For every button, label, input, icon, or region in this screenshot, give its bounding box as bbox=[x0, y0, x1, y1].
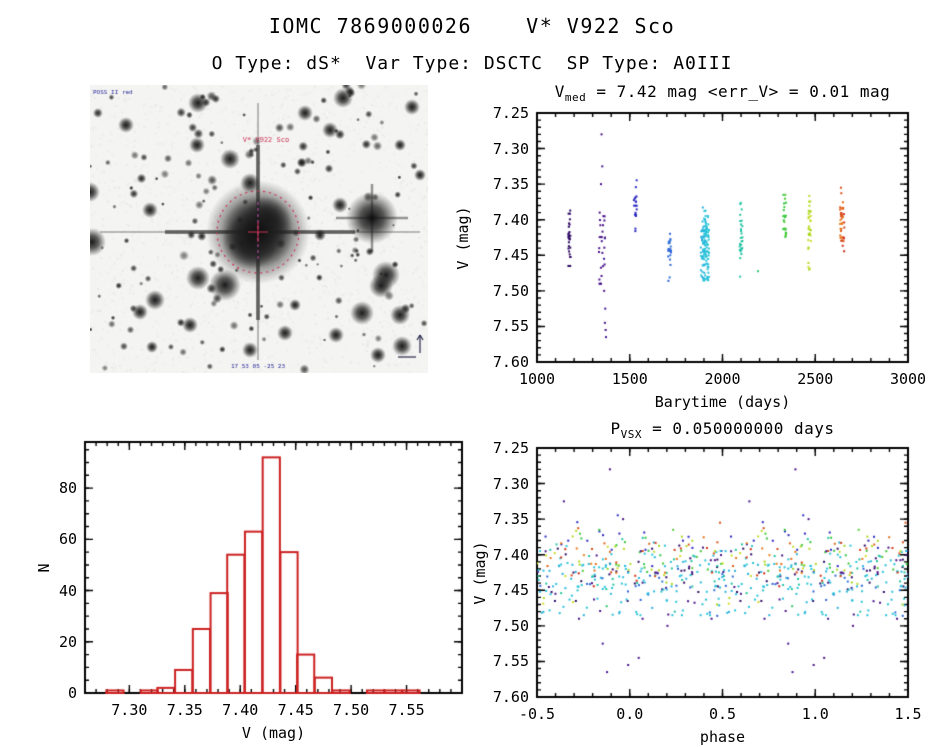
y-tick-label: 7.60 bbox=[492, 688, 529, 706]
x-tick-label: 7.45 bbox=[277, 701, 314, 719]
x-axis-label: Barytime (days) bbox=[654, 393, 791, 411]
phase-curve-panel: PVSX = 0.050000000 days 7.257.307.357.40… bbox=[440, 418, 944, 747]
x-tick-label: 1.5 bbox=[894, 705, 922, 723]
y-tick-label: 7.45 bbox=[492, 581, 529, 600]
x-tick-label: 7.40 bbox=[222, 701, 259, 719]
phase-curve-canvas bbox=[440, 418, 944, 747]
x-tick-label: 7.50 bbox=[333, 701, 370, 719]
y-tick-label: 7.55 bbox=[492, 317, 529, 336]
x-tick-label: 3000 bbox=[889, 370, 927, 388]
y-tick-label: 7.25 bbox=[492, 104, 529, 122]
y-tick-label: 7.35 bbox=[492, 510, 529, 529]
y-tick-label: 7.35 bbox=[492, 175, 529, 194]
histogram-canvas bbox=[20, 430, 520, 747]
y-tick-label: 80 bbox=[58, 479, 77, 498]
y-tick-label: 7.60 bbox=[492, 353, 529, 371]
y-axis-label: V (mag) bbox=[454, 205, 472, 270]
x-tick-label: 0.5 bbox=[708, 705, 737, 723]
y-tick-label: 0 bbox=[67, 684, 77, 702]
x-tick-label: 1500 bbox=[611, 370, 648, 388]
page-title: IOMC 7869000026 V* V922 Sco bbox=[268, 14, 676, 38]
y-tick-label: 7.30 bbox=[492, 474, 529, 493]
starfield-image bbox=[90, 85, 428, 373]
histogram-panel: 0 20 40 60 80 7.30 7.35 7.40 7.45 7.50 7.55 V (mag)… bbox=[20, 430, 520, 747]
x-tick-label: 1000 bbox=[518, 370, 556, 388]
lightcurve-panel: Vmed = 7.42 mag <err_V> = 0.01 mag 7.257… bbox=[440, 82, 944, 418]
finding-chart-panel bbox=[90, 85, 428, 373]
lightcurve-canvas bbox=[440, 88, 944, 418]
y-tick-label: 20 bbox=[58, 632, 77, 651]
x-tick-label: 1.0 bbox=[801, 705, 829, 723]
y-tick-label: 7.40 bbox=[492, 545, 529, 564]
x-axis-label: phase bbox=[699, 728, 746, 746]
y-axis-label: V (mag) bbox=[471, 540, 489, 605]
x-tick-label: 7.55 bbox=[388, 701, 425, 719]
x-axis-label: V (mag) bbox=[241, 724, 306, 742]
y-tick-label: 7.45 bbox=[492, 246, 529, 265]
y-tick-label: 7.25 bbox=[492, 439, 529, 457]
x-tick-label: 0.0 bbox=[616, 705, 644, 723]
y-tick-label: 40 bbox=[58, 581, 77, 600]
x-tick-label: 7.35 bbox=[166, 701, 203, 719]
y-tick-label: 60 bbox=[58, 530, 77, 549]
x-tick-label: -0.5 bbox=[518, 705, 556, 723]
y-tick-label: 7.40 bbox=[492, 210, 529, 229]
page-subtitle: O Type: dS* Var Type: DSCTC SP Type: A0I… bbox=[211, 53, 733, 74]
x-tick-label: 2000 bbox=[704, 370, 741, 388]
y-tick-label: 7.50 bbox=[492, 616, 529, 635]
y-tick-label: 7.30 bbox=[492, 139, 529, 158]
y-tick-label: 7.55 bbox=[492, 652, 529, 671]
x-tick-label: 2500 bbox=[797, 370, 834, 388]
x-tick-label: 7.30 bbox=[111, 701, 148, 719]
y-axis-label: N bbox=[35, 562, 53, 573]
y-tick-label: 7.50 bbox=[492, 281, 529, 300]
